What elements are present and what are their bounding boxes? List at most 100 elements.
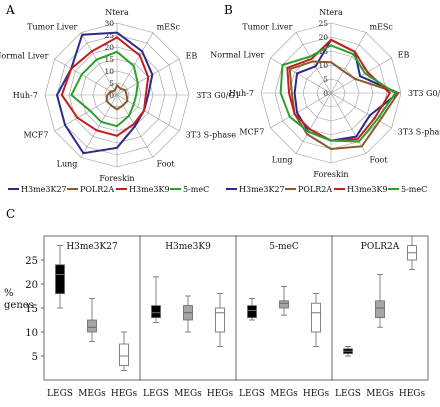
series-point: [309, 55, 311, 58]
tick-label: 25: [104, 31, 114, 40]
axis-label: 3T3 G0/G1: [196, 91, 240, 100]
axis-label: EB: [186, 51, 198, 60]
series-point: [293, 92, 296, 94]
series-point: [310, 58, 313, 60]
series-point: [132, 103, 135, 106]
series-point: [330, 44, 332, 47]
box: [279, 300, 289, 309]
legend-label: H3me3K9: [347, 185, 388, 194]
axis-label: Foot: [370, 156, 389, 165]
category-label: HEGs: [111, 389, 138, 399]
category-label: HEGs: [303, 389, 330, 399]
series-point: [125, 94, 128, 96]
series-point: [81, 33, 84, 36]
series-point: [151, 73, 154, 76]
series-point: [60, 94, 63, 96]
series-point: [330, 139, 332, 142]
axis-label: Foreskin: [99, 174, 134, 183]
axis-label: 3T3 S-phase: [398, 128, 440, 137]
series-point: [70, 67, 73, 70]
grid-spoke: [330, 92, 367, 154]
series-point: [307, 130, 310, 133]
series-point: [293, 113, 296, 115]
legend-label: 5-meC: [183, 185, 209, 194]
category-label: MEGs: [174, 389, 202, 399]
grid-spoke: [330, 92, 392, 129]
y-axis-label-line1: %: [4, 288, 14, 299]
series-point: [288, 68, 291, 71]
y-tick-label: 25: [25, 256, 38, 267]
series-point: [288, 115, 291, 118]
series-point: [358, 140, 360, 143]
series-point: [82, 152, 85, 155]
tick-label: 10: [318, 61, 328, 70]
category-label: HEGs: [207, 389, 234, 399]
series-point: [116, 84, 118, 87]
category-label: LEGS: [143, 389, 169, 399]
panel-label-a: A: [5, 3, 15, 17]
box: [215, 307, 225, 333]
legend-label: H3me3K27: [21, 185, 67, 194]
series-point: [100, 121, 103, 123]
tick-label: 5: [323, 75, 328, 84]
tick-label: 5: [109, 79, 114, 88]
box: [87, 319, 97, 333]
series-point: [286, 66, 289, 69]
series-point: [354, 78, 357, 80]
series-point: [388, 92, 391, 94]
axis-label: 3T3 S-phase: [186, 131, 237, 140]
series-point: [80, 73, 83, 76]
grid-spoke: [80, 32, 118, 96]
series-point: [330, 61, 332, 64]
grid-spoke: [54, 58, 118, 96]
series-point: [116, 31, 118, 34]
series-point: [89, 109, 91, 112]
series-point: [116, 50, 118, 53]
axis-label: Huh-7: [13, 91, 38, 100]
axis-label: Normal Liver: [0, 51, 49, 60]
series-point: [110, 104, 112, 107]
series-point: [119, 87, 122, 90]
series-point: [109, 90, 112, 93]
series-point: [309, 128, 311, 131]
tick-label: 25: [318, 19, 328, 28]
series-point: [136, 82, 139, 84]
y-tick-label: 20: [25, 280, 38, 291]
grid-spoke: [330, 57, 392, 94]
series-point: [116, 134, 118, 137]
series-point: [352, 53, 355, 56]
grid-spoke: [270, 57, 332, 94]
axis-label: Lung: [272, 156, 293, 165]
tick-label: 0: [109, 91, 114, 100]
series-point: [147, 76, 150, 78]
group-title: H3me3K27: [66, 242, 118, 252]
series-point: [359, 75, 361, 78]
axis-label: Huh-7: [229, 89, 254, 98]
series-point: [132, 65, 135, 67]
y-tick-label: 10: [25, 328, 38, 339]
series-point: [378, 120, 381, 122]
box: [119, 343, 129, 367]
legend-label: POLR2A: [80, 185, 114, 194]
legend-label: POLR2A: [298, 185, 332, 194]
series-point: [330, 38, 332, 41]
series-point: [95, 129, 98, 132]
radar-chart-a: 0 5 10 15 20 25 30 Ntera mESc EB 3T3 G0/G1 3T3 S-ph…: [0, 8, 240, 194]
category-label: HEGs: [399, 389, 426, 399]
series-point: [360, 145, 363, 148]
category-label: LEGS: [239, 389, 265, 399]
group-title: H3me3K9: [165, 242, 211, 252]
y-tick-label: 5: [32, 352, 38, 363]
series-point: [64, 124, 66, 126]
series-point: [314, 65, 317, 68]
series-point: [56, 94, 58, 96]
box: [151, 305, 161, 319]
series-point: [122, 104, 124, 107]
box-plot-c: 5 10 15 20 25%genes H3me3K27 LEGS MEGs HEGs H3me3…: [4, 235, 429, 399]
series-point: [373, 117, 376, 120]
series-point: [134, 125, 136, 128]
legend-label: 5-meC: [401, 185, 427, 194]
axis-label: Tumor Liver: [27, 22, 77, 31]
